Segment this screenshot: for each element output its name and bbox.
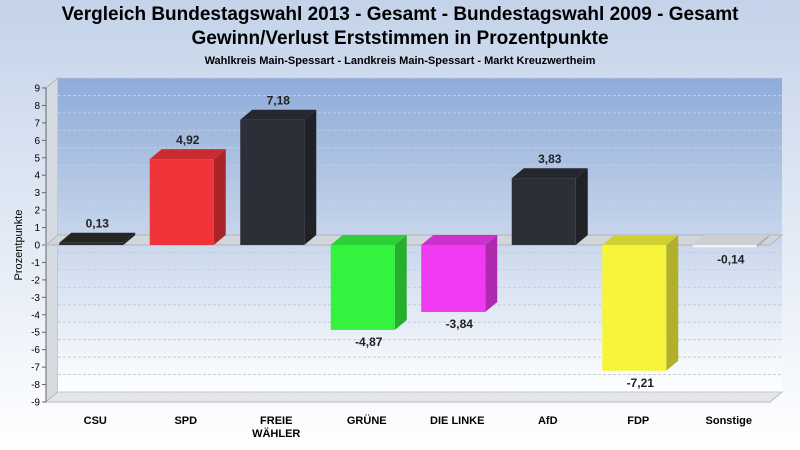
bar-top bbox=[511, 168, 588, 179]
y-tick-label: -7 bbox=[31, 363, 40, 374]
x-tick-label: FREIE bbox=[260, 415, 292, 427]
bar-top bbox=[149, 149, 226, 160]
y-tick-label: -5 bbox=[31, 328, 40, 339]
bar-top bbox=[59, 232, 136, 243]
data-label: -3,84 bbox=[446, 317, 474, 331]
y-tick-label: -3 bbox=[31, 293, 40, 304]
bar-top bbox=[692, 235, 769, 245]
bar-side bbox=[394, 235, 407, 330]
data-label: -7,21 bbox=[627, 376, 655, 390]
y-tick-label: 9 bbox=[34, 84, 40, 95]
y-tick-label: 0 bbox=[34, 241, 40, 252]
bar bbox=[511, 178, 576, 245]
bar-side bbox=[213, 149, 226, 245]
y-tick-label: 7 bbox=[34, 118, 40, 129]
bar-top bbox=[240, 109, 317, 120]
y-axis-title: Prozentpunkte bbox=[13, 210, 25, 281]
bar-side bbox=[756, 235, 769, 248]
bar bbox=[240, 119, 305, 245]
x-tick-label: WÄHLER bbox=[252, 427, 300, 440]
bar-side bbox=[123, 232, 136, 245]
y-tick-label: 1 bbox=[34, 223, 40, 234]
y-tick-label: 5 bbox=[34, 153, 40, 164]
y-tick-label: -2 bbox=[31, 275, 40, 286]
x-tick-label: DIE LINKE bbox=[430, 415, 484, 427]
y-tick-label: -9 bbox=[31, 398, 40, 409]
bar-top bbox=[421, 235, 498, 245]
floor bbox=[44, 391, 784, 403]
data-label: -0,14 bbox=[717, 252, 745, 266]
y-tick-label: -8 bbox=[31, 380, 40, 391]
y-tick-label: 3 bbox=[34, 188, 40, 199]
x-tick-label: SPD bbox=[174, 415, 197, 427]
bar bbox=[330, 245, 395, 330]
chart-subtitle: Wahlkreis Main-Spessart - Landkreis Main… bbox=[204, 55, 596, 67]
chart-title-line-2: Gewinn/Verlust Erststimmen in Prozentpun… bbox=[191, 28, 609, 49]
bar bbox=[149, 159, 214, 245]
y-tick-label: 8 bbox=[34, 101, 40, 112]
y-tick-label: 2 bbox=[34, 206, 40, 217]
bar bbox=[421, 245, 486, 312]
bar bbox=[59, 242, 124, 245]
bar bbox=[692, 245, 757, 248]
bar-side bbox=[304, 109, 317, 245]
bar-side bbox=[575, 168, 588, 245]
data-label: 0,13 bbox=[86, 217, 110, 231]
data-label: -4,87 bbox=[355, 335, 383, 349]
y-tick-label: 4 bbox=[34, 171, 40, 182]
chart-title: Vergleich Bundestagswahl 2013 - Gesamt -… bbox=[61, 4, 739, 25]
data-label: 7,18 bbox=[267, 94, 291, 108]
bar-side bbox=[485, 235, 498, 312]
bar bbox=[602, 245, 667, 371]
x-tick-label: FDP bbox=[627, 415, 649, 427]
bar-top bbox=[330, 235, 407, 245]
y-tick-label: -4 bbox=[31, 310, 40, 321]
x-tick-label: Sonstige bbox=[706, 415, 752, 427]
x-tick-label: CSU bbox=[84, 415, 107, 427]
data-label: 3,83 bbox=[538, 152, 562, 166]
y-tick-label: -6 bbox=[31, 345, 40, 356]
bar-top bbox=[602, 235, 679, 245]
x-tick-label: GRÜNE bbox=[347, 414, 387, 427]
y-tick-label: -1 bbox=[31, 258, 40, 269]
data-label: 4,92 bbox=[176, 133, 200, 147]
x-tick-label: AfD bbox=[538, 415, 558, 427]
bar-side bbox=[666, 235, 679, 371]
y-tick-label: 6 bbox=[34, 136, 40, 147]
